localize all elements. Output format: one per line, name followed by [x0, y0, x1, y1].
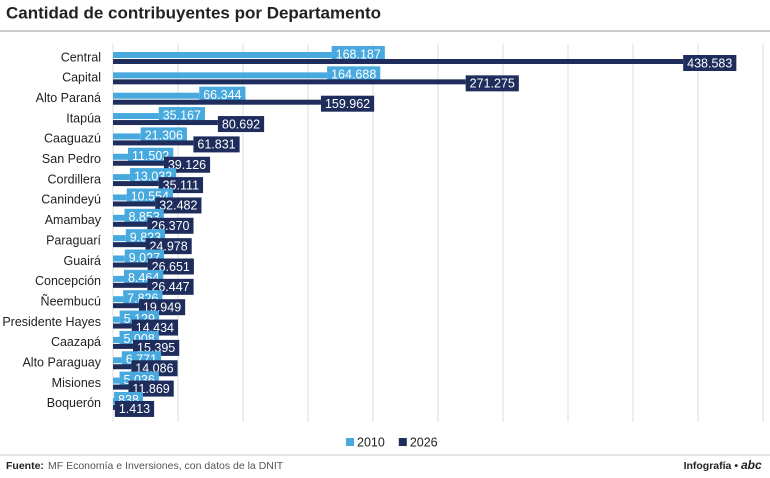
value-label: 271.275 — [470, 77, 515, 91]
brand: abc — [741, 458, 762, 472]
value-label-box — [158, 107, 205, 124]
y-tick-label: Ñeembucú — [41, 294, 101, 308]
bar — [113, 201, 156, 207]
value-label: 32.482 — [159, 199, 197, 213]
bar — [113, 364, 132, 370]
legend-swatch — [398, 438, 407, 446]
value-label: 164.688 — [331, 68, 376, 82]
bar — [113, 323, 132, 329]
y-tick-label: Caazapá — [51, 335, 101, 349]
bar — [113, 79, 466, 85]
value-label-box — [199, 86, 246, 103]
y-tick-label: Alto Paraná — [36, 91, 101, 105]
value-label-box — [327, 66, 381, 83]
bar — [113, 377, 120, 384]
bar — [113, 296, 124, 303]
bar — [113, 275, 125, 282]
bar — [113, 72, 328, 79]
y-tick-label: Alto Paraguay — [22, 356, 101, 370]
bar — [113, 255, 125, 262]
y-tick-label: Capital — [62, 71, 101, 85]
value-label: 35.167 — [163, 108, 201, 122]
value-label-box — [683, 55, 737, 71]
value-label: 168.187 — [336, 47, 381, 61]
y-tick-label: Presidente Hayes — [2, 315, 101, 329]
y-tick-label: San Pedro — [42, 152, 101, 166]
value-label: 438.583 — [687, 56, 732, 70]
bar — [113, 153, 128, 160]
bar — [113, 262, 148, 268]
value-label-box — [140, 127, 187, 144]
y-tick-label: Cordillera — [48, 172, 102, 186]
value-label: 21.306 — [145, 129, 183, 143]
bar — [113, 282, 148, 288]
legend-swatch — [346, 438, 354, 446]
value-label-box — [331, 46, 385, 62]
bar — [113, 174, 130, 181]
source-label: Fuente: — [6, 460, 44, 472]
bar — [113, 92, 200, 99]
bar — [113, 133, 141, 140]
bar — [113, 316, 120, 323]
bar — [113, 336, 120, 343]
legend-label: 2026 — [410, 435, 438, 449]
bar — [113, 384, 129, 390]
value-label: 11.502 — [132, 149, 169, 163]
chart-title: Cantidad de contribuyentes por Departame… — [6, 3, 381, 22]
bar — [113, 99, 321, 105]
y-tick-label: Canindeyú — [41, 193, 101, 207]
y-tick-label: Guairá — [63, 254, 101, 268]
bar — [113, 160, 164, 166]
value-label-box — [320, 95, 375, 112]
bar — [113, 113, 159, 120]
value-label-box — [465, 75, 519, 92]
value-label-box — [155, 197, 202, 214]
bar — [113, 59, 684, 64]
y-tick-label: Boquerón — [47, 396, 101, 410]
y-tick-label: Paraguarí — [46, 233, 101, 247]
bar — [113, 52, 332, 58]
value-label-box — [127, 147, 174, 164]
bar — [113, 303, 139, 309]
value-label-box — [114, 400, 155, 417]
bar — [113, 140, 194, 146]
legend-label: 2010 — [357, 435, 385, 449]
bar — [113, 181, 159, 187]
value-label: 39.126 — [168, 158, 206, 172]
bar — [113, 242, 146, 248]
y-tick-label: Misiones — [52, 376, 101, 390]
bar — [113, 357, 122, 364]
bar — [113, 194, 127, 201]
value-label: 66.344 — [203, 88, 241, 102]
source: MF Economía e Inversiones, con datos de … — [48, 460, 284, 472]
value-label-box — [193, 136, 240, 153]
value-label-box — [217, 116, 265, 133]
bar — [113, 120, 218, 126]
y-tick-label: Central — [61, 50, 101, 64]
bar — [113, 397, 115, 404]
value-label: 1.413 — [119, 402, 150, 416]
y-tick-label: Amambay — [45, 213, 102, 227]
bar — [113, 235, 126, 242]
y-tick-label: Caaguazú — [44, 132, 101, 146]
bar — [113, 343, 134, 349]
y-tick-label: Concepción — [35, 274, 101, 288]
credit: Infografía • — [684, 460, 739, 472]
value-label: 159.962 — [325, 97, 370, 111]
bar — [113, 404, 115, 410]
value-label: 80.692 — [222, 117, 260, 131]
bar — [113, 221, 148, 227]
y-tick-label: Itapúa — [66, 111, 101, 125]
bar — [113, 214, 125, 221]
value-label: 61.831 — [197, 138, 235, 152]
